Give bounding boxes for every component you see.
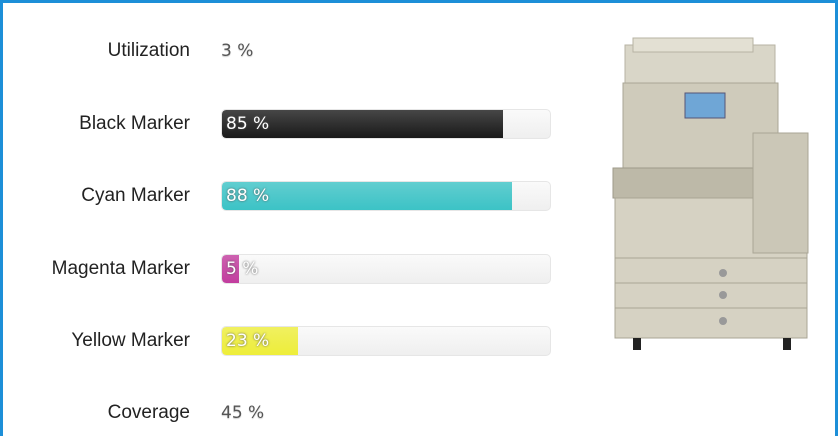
marker-panel: Utilization 3 % Coverage 45 % Black Mark… bbox=[0, 0, 838, 436]
row-label: Utilization bbox=[108, 40, 190, 62]
level-track: 88 % bbox=[221, 181, 551, 211]
row-label: Black Marker bbox=[79, 113, 190, 135]
value-label: 5 % bbox=[226, 259, 258, 279]
level-track: 5 % bbox=[221, 254, 551, 284]
row-label: Cyan Marker bbox=[81, 185, 190, 207]
value-label: 85 % bbox=[226, 114, 269, 134]
value-text: 3 % bbox=[221, 41, 253, 61]
printer-image bbox=[603, 33, 818, 368]
value-text: 45 % bbox=[221, 403, 264, 423]
value-label: 88 % bbox=[226, 186, 269, 206]
row-label: Magenta Marker bbox=[52, 258, 190, 280]
row-label: Coverage bbox=[108, 402, 190, 424]
row-label: Yellow Marker bbox=[71, 330, 190, 352]
value-label: 23 % bbox=[226, 331, 269, 351]
level-track: 85 % bbox=[221, 109, 551, 139]
level-track: 23 % bbox=[221, 326, 551, 356]
